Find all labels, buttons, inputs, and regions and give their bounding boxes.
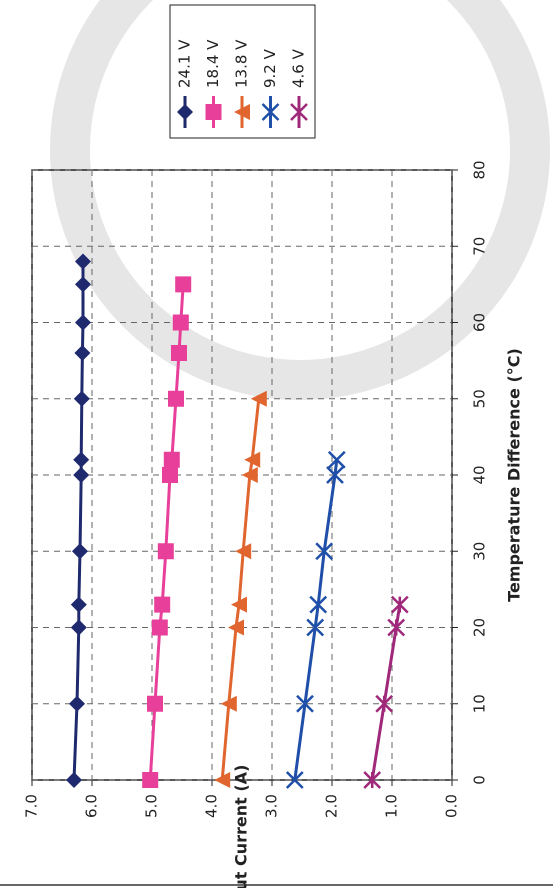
data-point: [151, 619, 168, 636]
y-tick-label: 5.0: [143, 794, 161, 818]
x-tick-label: 80: [471, 160, 489, 179]
data-point: [69, 695, 85, 712]
x-tick-label: 40: [471, 465, 489, 484]
x-tick-label: 60: [471, 313, 489, 332]
data-point: [315, 542, 334, 561]
x-tick-label: 10: [471, 694, 489, 713]
data-point: [214, 772, 231, 788]
data-point: [74, 345, 91, 361]
legend-marker: [205, 104, 222, 120]
data-point: [142, 772, 159, 788]
y-tick-label: 1.0: [383, 794, 401, 818]
data-point: [296, 694, 314, 713]
data-point: [154, 596, 171, 613]
legend-marker: [261, 103, 280, 121]
data-point: [70, 619, 87, 636]
data-point: [147, 695, 163, 712]
y-tick-label: 7.0: [23, 794, 41, 818]
data-point: [73, 451, 90, 468]
data-point: [228, 619, 244, 636]
y-tick-label: 3.0: [263, 794, 281, 818]
x-tick-label: 30: [471, 542, 489, 561]
y-tick-label: 4.0: [203, 794, 221, 818]
data-point: [162, 467, 178, 483]
data-point: [168, 390, 184, 407]
legend-label: 18.4 V: [204, 39, 222, 88]
data-point: [66, 772, 82, 788]
data-point: [244, 451, 261, 468]
series-line: [370, 604, 402, 781]
data-point: [306, 618, 325, 637]
data-point: [363, 771, 382, 789]
data-point: [327, 450, 346, 469]
data-point: [75, 314, 91, 331]
data-point: [241, 467, 258, 483]
data-point: [220, 695, 237, 712]
data-point: [231, 596, 247, 613]
data-point: [390, 595, 409, 614]
y-tick-label: 2.0: [323, 794, 341, 818]
legend-label: 4.6 V: [290, 48, 308, 88]
y-tick-label: 6.0: [83, 794, 101, 818]
data-point: [75, 276, 91, 293]
data-point: [285, 771, 304, 789]
data-point: [72, 543, 88, 560]
legend-marker: [234, 104, 250, 120]
legend-label: 9.2 V: [261, 48, 279, 88]
data-point: [375, 694, 394, 713]
data-point: [73, 390, 90, 407]
legend-marker: [177, 104, 193, 120]
x-tick-label: 50: [471, 389, 489, 408]
data-point: [73, 467, 90, 483]
data-point: [70, 596, 87, 613]
y-axis-label: Input Current (A): [232, 765, 251, 888]
data-point: [387, 618, 406, 637]
y-tick-label: 0.0: [443, 794, 461, 818]
x-axis-label: Temperature Difference (°C): [505, 348, 524, 602]
x-tick-label: 0: [471, 775, 489, 785]
data-point: [235, 543, 252, 560]
data-point: [171, 345, 187, 361]
data-point: [175, 276, 192, 293]
x-tick-label: 20: [471, 618, 489, 637]
x-tick-label: 70: [471, 237, 489, 256]
data-point: [309, 595, 328, 614]
legend-label: 24.1 V: [176, 39, 194, 88]
data-point: [163, 451, 180, 468]
data-point: [250, 390, 267, 407]
data-point: [157, 543, 174, 560]
data-point: [75, 253, 91, 270]
legend-marker: [290, 103, 308, 121]
data-point: [172, 314, 189, 331]
data-point: [326, 466, 344, 484]
watermark: [50, 0, 550, 400]
legend-label: 13.8 V: [233, 39, 251, 88]
